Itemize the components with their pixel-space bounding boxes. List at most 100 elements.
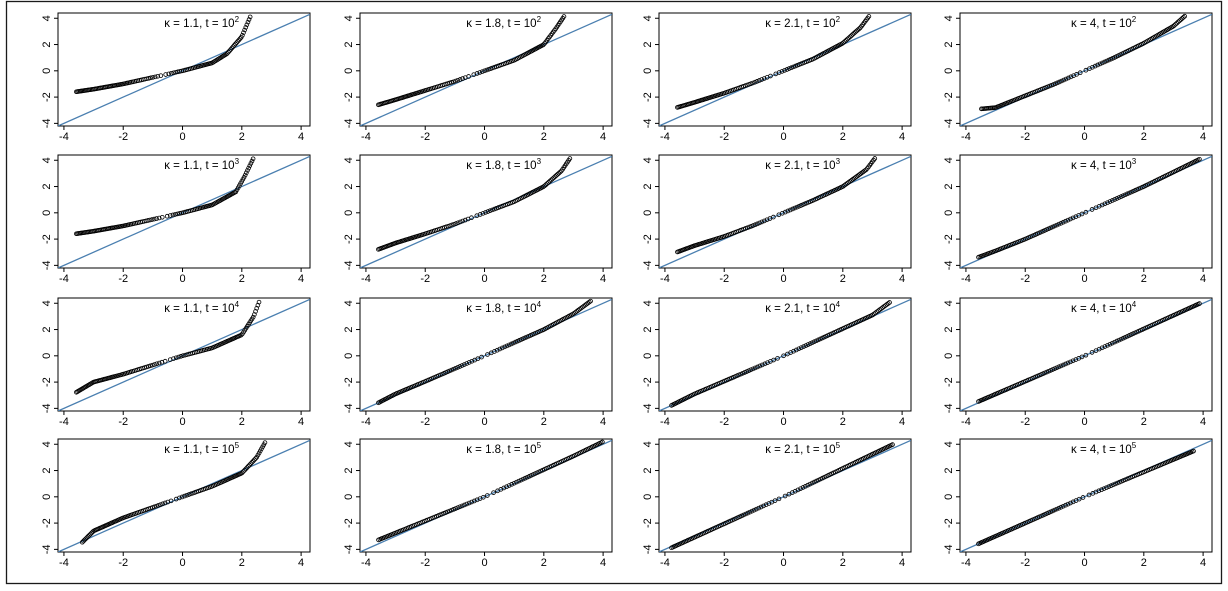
x-tick-label: 4 bbox=[298, 273, 304, 285]
x-tick-label: 0 bbox=[179, 131, 185, 143]
qq-point bbox=[782, 493, 788, 499]
qq-point bbox=[485, 352, 490, 357]
y-tick-label: 2 bbox=[41, 41, 53, 47]
qq-point bbox=[761, 503, 766, 509]
qq-point bbox=[457, 504, 463, 510]
qq-point bbox=[846, 35, 852, 41]
qq-point bbox=[1191, 448, 1196, 454]
qq-point bbox=[155, 74, 161, 79]
qq-point bbox=[233, 41, 238, 47]
y-tick-label: 4 bbox=[943, 300, 955, 306]
qq-point bbox=[246, 17, 252, 22]
qq-point bbox=[754, 79, 760, 84]
qq-point bbox=[485, 209, 491, 214]
qq-point bbox=[1056, 505, 1062, 511]
panel-title-exponent: 2 bbox=[537, 15, 542, 24]
qq-point bbox=[781, 353, 786, 359]
qq-point bbox=[162, 358, 168, 364]
qq-point bbox=[750, 80, 756, 86]
qq-point bbox=[145, 218, 151, 223]
qq-point bbox=[791, 348, 796, 354]
y-tick-label: 2 bbox=[642, 326, 654, 332]
qq-panel-15: -4 -2 0 2 4 -4 -2 0 2 4 κ = 2.1, t = 105 bbox=[642, 438, 912, 569]
qq-points bbox=[979, 13, 1187, 112]
x-tick-label: -4 bbox=[361, 131, 371, 143]
qq-point bbox=[776, 496, 782, 502]
y-tick-label: -4 bbox=[642, 260, 654, 270]
qq-point bbox=[477, 212, 483, 217]
x-tick-label: 4 bbox=[600, 273, 606, 285]
qq-point bbox=[746, 368, 752, 373]
qq-point bbox=[553, 173, 559, 178]
x-tick-label: 4 bbox=[1200, 131, 1206, 143]
qq-point bbox=[483, 210, 488, 215]
y-tick-label: 2 bbox=[943, 183, 955, 189]
qq-point bbox=[845, 36, 850, 42]
qq-point bbox=[849, 33, 854, 38]
qq-point bbox=[1106, 484, 1112, 489]
x-tick-label: 4 bbox=[1200, 557, 1206, 569]
qq-point bbox=[752, 79, 758, 85]
qq-point bbox=[1099, 487, 1104, 492]
qq-point bbox=[1107, 199, 1113, 204]
qq-point bbox=[172, 212, 178, 217]
qq-point bbox=[170, 212, 176, 218]
y-tick-label: -4 bbox=[343, 118, 355, 128]
qq-point bbox=[763, 502, 769, 508]
qq-point bbox=[792, 205, 798, 211]
y-tick-label: -4 bbox=[41, 118, 53, 128]
qq-point bbox=[159, 214, 165, 220]
panel-title-base: κ = 1.8, t = 10 bbox=[466, 18, 536, 30]
qq-point bbox=[759, 219, 765, 225]
qq-point bbox=[509, 482, 515, 487]
panel-title: κ = 1.1, t = 102 bbox=[164, 15, 239, 30]
qq-point bbox=[850, 32, 856, 37]
qq-point bbox=[451, 507, 456, 512]
qq-point bbox=[152, 74, 158, 80]
x-tick-label: 4 bbox=[298, 557, 304, 569]
qq-point bbox=[243, 466, 249, 472]
qq-point bbox=[464, 361, 470, 366]
panel-title-base: κ = 2.1, t = 10 bbox=[765, 444, 835, 456]
qq-point bbox=[890, 442, 895, 447]
qq-point bbox=[795, 487, 801, 493]
qq-point bbox=[561, 14, 567, 19]
x-tick-label: -4 bbox=[961, 557, 971, 569]
qq-point bbox=[479, 354, 484, 360]
panel-title-exponent: 4 bbox=[537, 300, 542, 309]
y-tick-label: 2 bbox=[642, 467, 654, 473]
qq-point bbox=[246, 165, 251, 171]
qq-point bbox=[843, 37, 849, 43]
y-tick-label: 0 bbox=[943, 210, 955, 216]
qq-point bbox=[1058, 220, 1064, 226]
qq-point bbox=[487, 208, 493, 213]
qq-point bbox=[504, 343, 510, 349]
qq-point bbox=[1065, 217, 1071, 223]
x-tick-label: 2 bbox=[840, 273, 846, 285]
qq-point bbox=[453, 365, 458, 371]
y-tick-label: -4 bbox=[943, 403, 955, 413]
qq-point bbox=[748, 367, 754, 373]
y-tick-label: -2 bbox=[642, 92, 654, 102]
qq-point bbox=[1100, 60, 1105, 66]
qq-point bbox=[842, 39, 848, 44]
qq-point bbox=[160, 501, 166, 507]
qq-point bbox=[1114, 196, 1120, 201]
y-tick-label: 0 bbox=[642, 68, 654, 74]
qq-point bbox=[788, 207, 793, 213]
qq-points bbox=[976, 448, 1196, 547]
qq-point bbox=[229, 45, 235, 51]
qq-point bbox=[1052, 366, 1057, 371]
qq-points bbox=[74, 299, 262, 395]
x-tick-label: 2 bbox=[541, 557, 547, 569]
qq-point bbox=[1054, 222, 1060, 228]
reference-line bbox=[659, 439, 911, 552]
panel-title-base: κ = 4, t = 10 bbox=[1071, 18, 1132, 30]
panel-title-exponent: 2 bbox=[1132, 15, 1137, 24]
qq-point bbox=[1105, 343, 1110, 348]
qq-point bbox=[785, 208, 791, 214]
